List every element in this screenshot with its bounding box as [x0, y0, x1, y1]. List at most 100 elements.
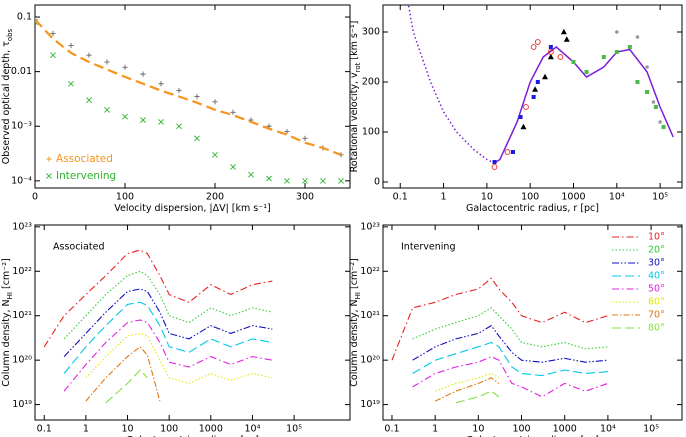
plot-area	[407, 5, 674, 170]
x-tick-label: 1	[441, 192, 447, 203]
marker	[651, 100, 656, 104]
y-axis-label-part: Rotational velocity, v	[349, 72, 360, 172]
x-tick-label: 100	[521, 192, 539, 203]
y-tick-label: 0.1	[17, 12, 32, 23]
series-line	[412, 307, 608, 350]
x-axis-label-part: Galactocentric radius, r [pc]	[466, 435, 599, 437]
y-tick-label: 10²¹	[12, 310, 32, 321]
plot-area	[391, 277, 609, 404]
legend-label: 40°	[648, 271, 665, 282]
marker	[284, 128, 290, 135]
x-tick-label: 10⁵	[286, 424, 302, 435]
marker	[248, 171, 254, 178]
y-axis-label: Observed optical depth, τobs	[1, 28, 15, 164]
marker	[194, 135, 200, 142]
plot-area	[43, 249, 273, 404]
series-line	[434, 377, 500, 402]
marker	[601, 55, 606, 59]
plot-frame	[382, 224, 683, 421]
y-tick-label: 10²³	[12, 221, 32, 232]
marker	[548, 45, 553, 49]
marker	[68, 80, 74, 87]
marker	[492, 160, 497, 164]
marker	[284, 177, 290, 184]
marker	[176, 87, 182, 94]
marker	[535, 80, 540, 84]
marker	[547, 49, 554, 55]
marker	[230, 109, 236, 115]
marker	[338, 177, 344, 184]
marker	[122, 64, 128, 70]
y-axis-label-part: [cm⁻²]	[1, 258, 12, 292]
x-tick-label: 10	[121, 424, 133, 435]
marker	[491, 164, 498, 170]
series-line	[435, 372, 500, 392]
series-line	[63, 288, 273, 357]
y-tick-label: 10²⁰	[360, 355, 380, 366]
plot-area	[35, 16, 344, 184]
marker	[571, 60, 576, 64]
marker	[563, 36, 570, 42]
marker	[518, 115, 523, 119]
x-axis-label: Velocity dispersion, |ΔV| [km s⁻¹]	[114, 203, 271, 214]
x-tick-label: 1000	[561, 192, 585, 203]
plot-frame	[34, 4, 351, 189]
x-tick-label: 1000	[553, 424, 577, 435]
y-tick-label: 10²³	[360, 221, 380, 232]
marker	[302, 177, 308, 184]
series-line	[35, 18, 342, 156]
x-tick-label: 100	[160, 424, 178, 435]
marker	[104, 59, 110, 65]
legend-label: 50°	[648, 284, 665, 295]
marker	[614, 50, 619, 54]
marker	[86, 52, 92, 58]
y-axis-label: Column density, NHI [cm⁻²]	[1, 258, 15, 386]
x-tick-label: 10	[481, 192, 493, 203]
subscript: HI	[6, 292, 14, 299]
marker	[504, 149, 511, 155]
y-axis-label-part: [km s⁻¹]	[349, 21, 360, 63]
marker	[542, 73, 549, 80]
marker	[35, 16, 38, 23]
annotation: Associated	[53, 242, 105, 253]
marker	[320, 177, 326, 184]
x-tick-label: 1	[83, 424, 89, 435]
x-tick-label: 10⁵	[652, 192, 668, 203]
x-tick-label: 100	[116, 192, 134, 203]
marker	[584, 70, 589, 74]
x-axis-label: Galactocentric radius, r [pc]	[466, 203, 599, 214]
marker	[68, 42, 74, 49]
plot-frame	[382, 4, 683, 189]
marker	[557, 54, 564, 60]
y-tick-label: 10²²	[360, 266, 380, 277]
y-axis-label-part: Column density, N	[1, 299, 12, 386]
x-tick-label: 1000	[199, 424, 223, 435]
x-tick-label: 100	[512, 424, 530, 435]
marker	[212, 151, 218, 158]
series-line	[455, 390, 500, 404]
legend-label: 10°	[648, 232, 665, 243]
marker	[615, 30, 619, 34]
marker	[510, 150, 515, 154]
x-axis-label-part: Galactocentric radius, r [pc]	[126, 435, 259, 437]
series-line	[43, 249, 273, 348]
series-line	[63, 319, 273, 392]
marker	[176, 123, 182, 130]
subscript: obs	[6, 28, 14, 41]
marker	[627, 45, 632, 49]
y-axis-label-part: [cm⁻²]	[349, 258, 360, 292]
y-tick-label: 10²⁰	[12, 355, 32, 366]
series-line	[412, 355, 609, 398]
plot-frame	[34, 224, 351, 421]
y-tick-label: 10⁻⁴	[11, 175, 32, 186]
annotation: Intervening	[401, 242, 455, 253]
series-line	[63, 301, 273, 374]
x-tick-label: 10⁴	[245, 424, 261, 435]
legend: 10° 20° 30° 40° 50° 60° 70° 80°	[612, 232, 665, 334]
series-line	[412, 341, 608, 377]
legend-label: Associated	[56, 153, 113, 165]
x-axis-label-part: Galactocentric radius, r [pc]	[466, 203, 599, 214]
x-tick-label: 10	[472, 424, 484, 435]
legend-label: 70°	[648, 310, 665, 321]
x-tick-label: 0.1	[384, 424, 399, 435]
